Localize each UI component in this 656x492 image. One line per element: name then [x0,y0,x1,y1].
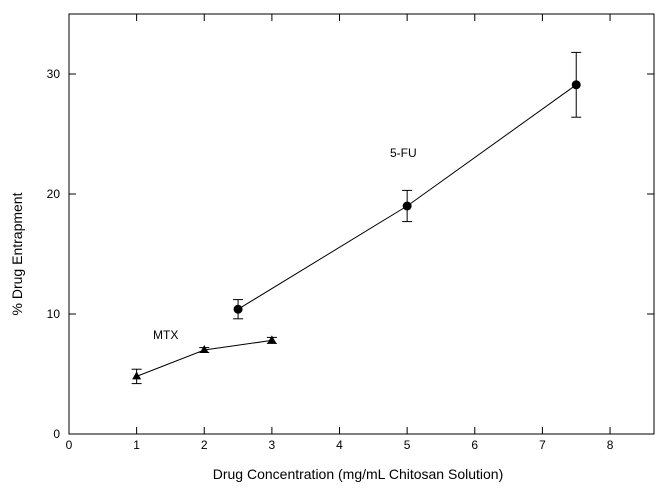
data-point-5-fu [571,80,581,90]
data-point-5-fu [233,304,243,314]
series-mtx [131,335,277,385]
y-tick-label: 0 [53,427,60,441]
x-tick-label: 3 [269,438,276,452]
data-point-mtx [199,345,209,353]
x-tick-label: 5 [404,438,411,452]
series-label-5-fu: 5-FU [390,146,417,160]
data-point-mtx [267,335,277,344]
x-tick-label: 4 [336,438,343,452]
plot-frame [68,13,655,435]
series-layer [131,51,582,385]
series-label-mtx: MTX [153,328,178,342]
x-tick-label: 1 [133,438,140,452]
data-point-5-fu [402,201,412,211]
y-axis-title: % Drug Entrapment [9,192,25,315]
y-tick-label: 10 [47,307,61,321]
x-tick-label: 8 [607,438,614,452]
y-tick-label: 20 [47,187,61,201]
y-tick-label: 30 [47,67,61,81]
axes-layer: 0 1 2 3 4 5 6 7 8 0 10 20 30 [47,13,655,452]
x-tick-label: 0 [66,438,73,452]
labels-layer: Drug Concentration (mg/mL Chitosan Solut… [9,146,503,482]
data-point-mtx [132,371,142,380]
x-tick-label: 7 [539,438,546,452]
series-5-fu [233,51,582,320]
x-axis-title: Drug Concentration (mg/mL Chitosan Solut… [213,466,504,482]
x-tick-label: 6 [471,438,478,452]
x-tick-label: 2 [201,438,208,452]
